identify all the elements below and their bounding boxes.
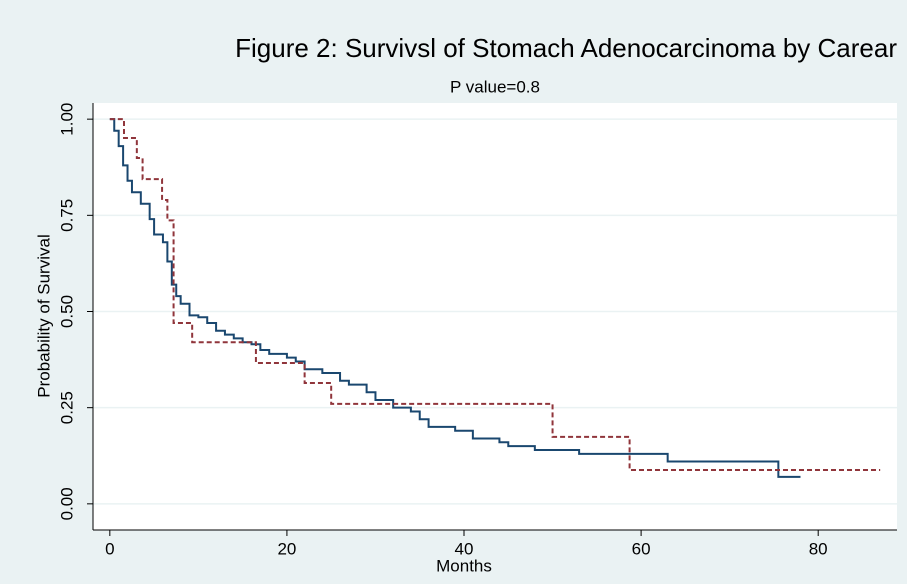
x-tick-label: 20 [277, 539, 296, 558]
y-tick-label: 0.75 [57, 199, 76, 232]
chart-title: Figure 2: Survivsl of Stomach Adenocarci… [235, 33, 897, 63]
chart-subtitle: P value=0.8 [450, 77, 540, 96]
y-tick-label: 0.00 [57, 487, 76, 520]
survival-line [109, 118, 881, 471]
x-tick-label: 80 [809, 539, 828, 558]
y-tick-label: 0.25 [57, 391, 76, 424]
plot-area [93, 103, 897, 530]
y-axis-label: Probability of Survival [34, 234, 53, 397]
x-tick-label: 40 [455, 539, 474, 558]
x-tick-label: 60 [632, 539, 651, 558]
x-tick-label: 0 [105, 539, 114, 558]
y-tick-label: 0.50 [57, 295, 76, 328]
survival-line [109, 118, 801, 478]
y-tick-label: 1.00 [57, 103, 76, 136]
x-axis-label: Months [436, 556, 492, 575]
